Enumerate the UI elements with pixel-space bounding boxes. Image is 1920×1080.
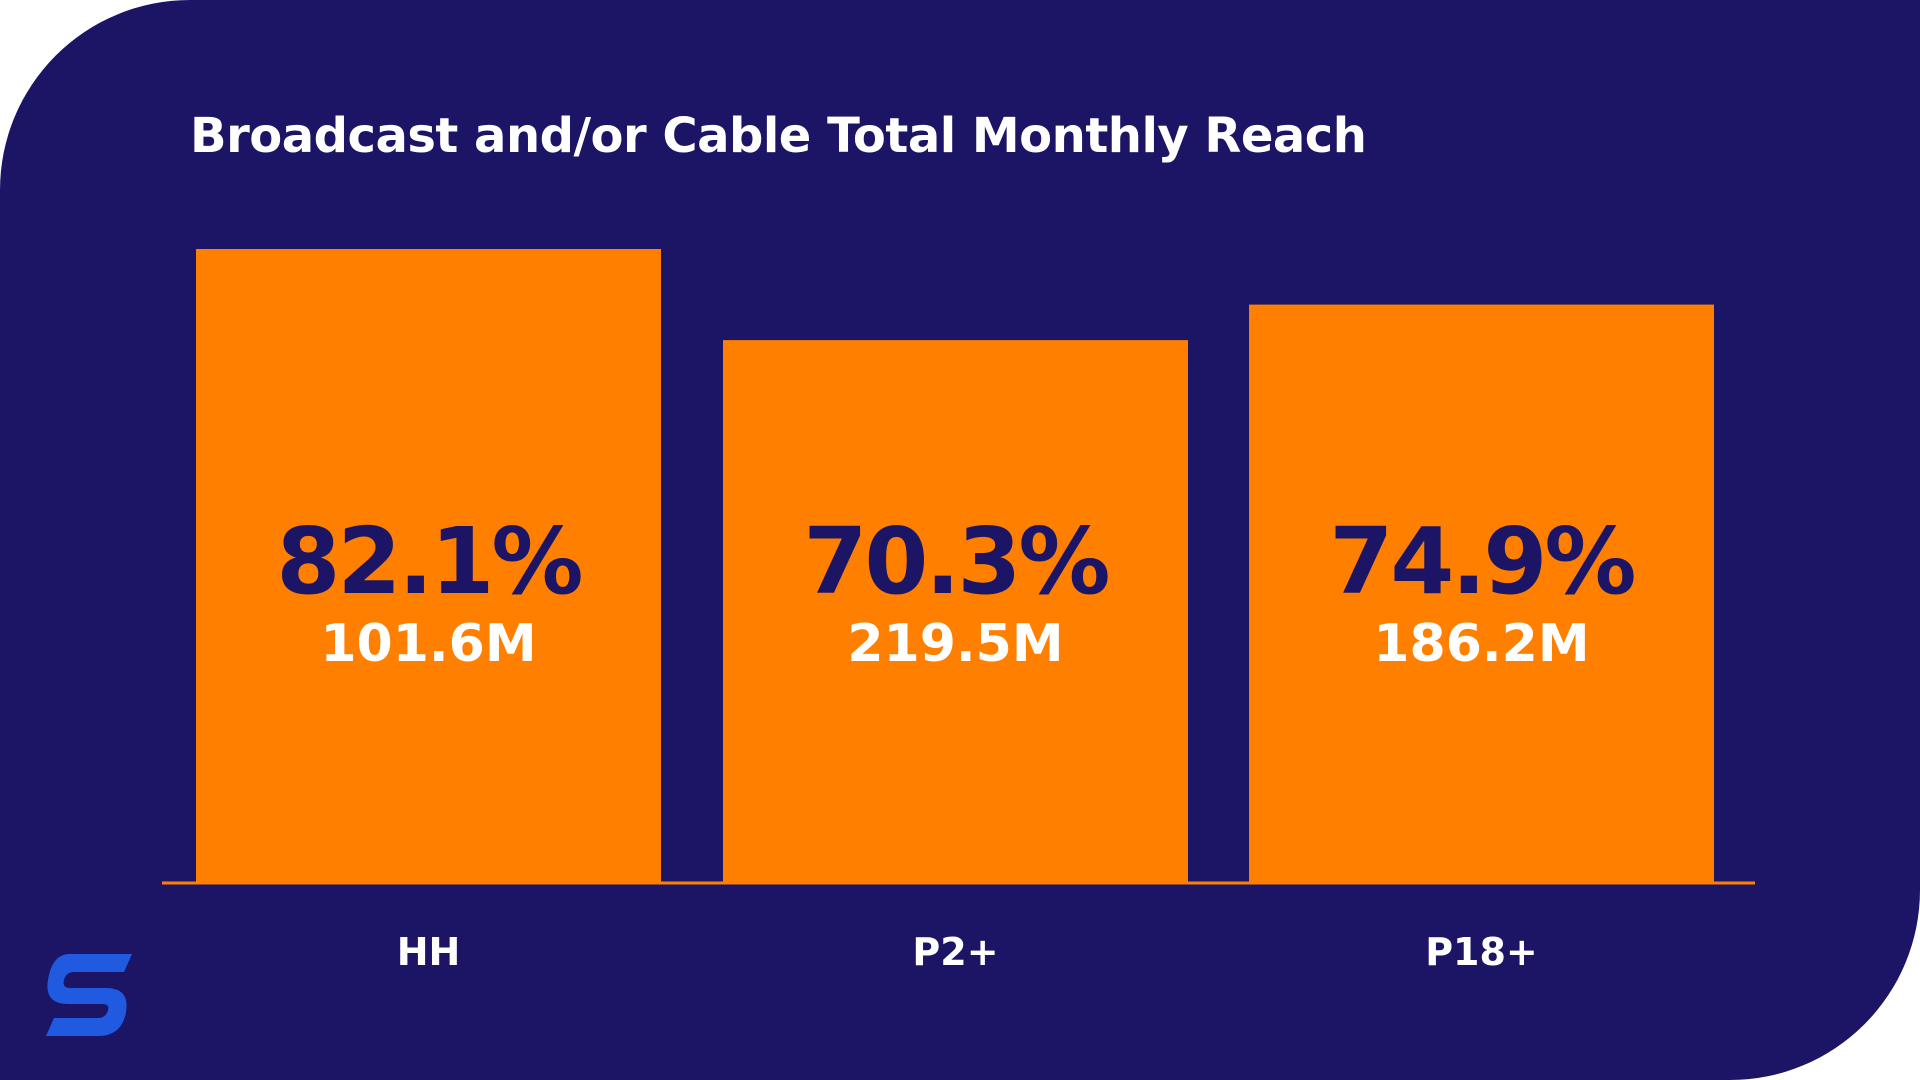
bar-value-label: 70.3% <box>803 508 1108 615</box>
bar-value-label: 74.9% <box>1329 508 1634 615</box>
brand-s-logo-icon <box>40 950 140 1040</box>
category-tick-label: P18+ <box>1425 930 1538 974</box>
category-tick-label: HH <box>397 930 461 974</box>
category-tick-label: P2+ <box>912 930 998 974</box>
bar-sub-label: 186.2M <box>1373 614 1589 674</box>
bar-sub-label: 101.6M <box>320 614 536 674</box>
bar-sub-label: 219.5M <box>847 614 1063 674</box>
bar-value-label: 82.1% <box>276 508 581 615</box>
